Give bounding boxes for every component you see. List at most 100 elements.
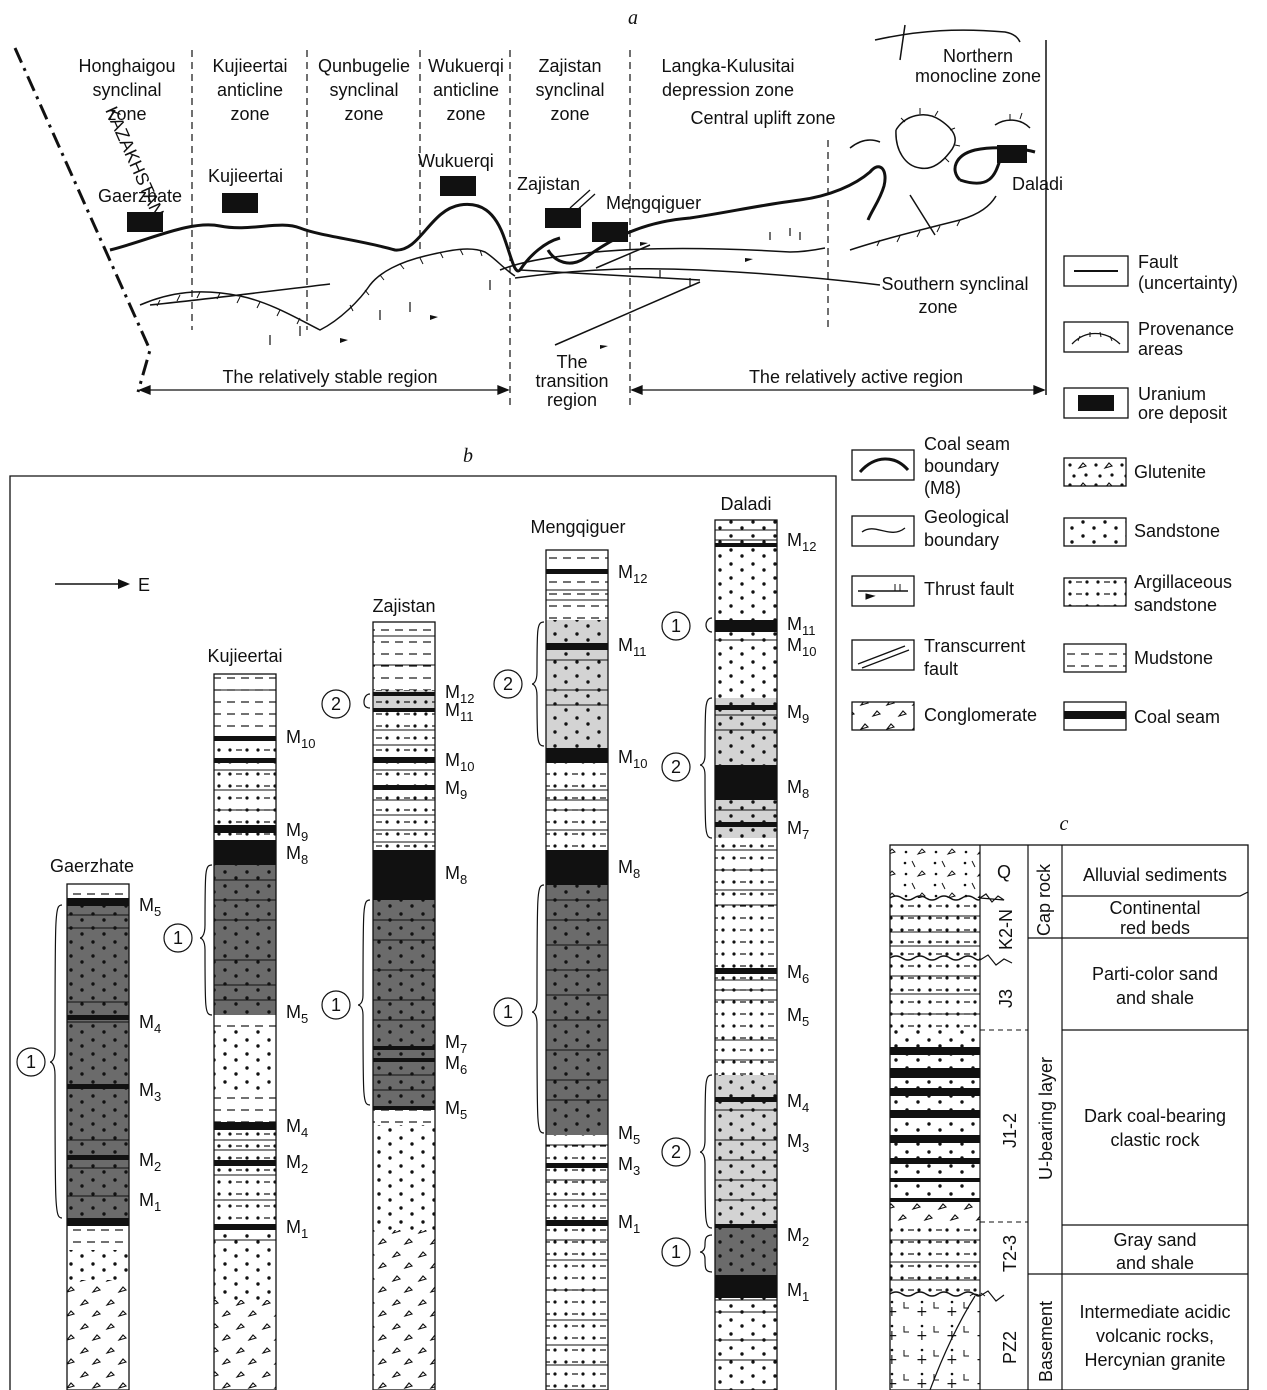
legend-sandstone: Sandstone [1134,521,1220,541]
zone-label-zajistan-3: zone [550,104,589,124]
deposit-mengqiguer [592,222,628,242]
section-name-mengqiguer: Mengqiguer [530,517,625,537]
seam-label-mengqiguer-m10: M10 [618,747,647,771]
svg-text:1: 1 [331,995,341,1015]
svg-text:2: 2 [671,757,681,777]
deposit-labels: Gaerzhate Kujieertai Wukuerqi Zajistan M… [98,151,1063,213]
column-kujieertai [213,673,277,1390]
legend-mudstone: Mudstone [1134,648,1213,668]
zone-label-honghaigou: Honghaigou [78,56,175,76]
seam-label-daladi-m12: M12 [787,530,816,554]
section-name-daladi: Daladi [720,494,771,514]
desc-red-beds-2: red beds [1120,918,1190,938]
desc-basement-2: volcanic rocks, [1096,1326,1214,1346]
desc-gray-1: Gray sand [1113,1230,1196,1250]
seam-label-zajistan-m8: M8 [445,863,467,887]
seam-label-kujieertai-m10: M10 [286,727,315,751]
zone-dividers [191,50,829,410]
seam-label-mengqiguer-m12: M12 [618,562,647,586]
panel-b-label: b [463,445,473,467]
desc-gray-2: and shale [1116,1253,1194,1273]
seam-label-daladi-m7: M7 [787,818,809,842]
seam-label-mengqiguer-m8: M8 [618,857,640,881]
zone-label-langka-2: depression zone [662,80,794,100]
group-u-bearing: U-bearing layer [1036,1057,1056,1180]
legend-a: Fault (uncertainty) Provenance areas Ura… [1063,252,1238,423]
circle-labels [16,611,691,1267]
svg-text:2: 2 [331,694,341,714]
seam-label-zajistan-m6: M6 [445,1053,467,1077]
panel-c-column: c [889,813,1249,1390]
region-arrows [138,385,1046,395]
svg-text:1: 1 [173,928,183,948]
legend-fault: Fault [1138,252,1178,272]
legend-geological-2: boundary [924,530,999,550]
zone-label-kujieertai-2: anticline [217,80,283,100]
coal-seam-labels: M5M4M3M2M1M10M9M8M5M4M2M1M12M11M10M9M8M7… [139,530,816,1304]
transition-label-2: transition [535,371,608,391]
svg-text:1: 1 [671,1242,681,1262]
period-q: Q [997,862,1011,882]
deposit-wukuerqi [440,176,476,196]
legend-geological: Geological [924,507,1009,527]
legend-coal-boundary-3: (M8) [924,478,961,498]
seam-label-kujieertai-m5: M5 [286,1002,308,1026]
section-name-zajistan: Zajistan [372,596,435,616]
legend-coal-boundary-2: boundary [924,456,999,476]
section-name-gaerzhate: Gaerzhate [50,856,134,876]
seam-label-gaerzhate-m2: M2 [139,1150,161,1174]
legend-argillaceous-2: sandstone [1134,595,1217,615]
zone-label-honghaigou-3: zone [107,104,146,124]
svg-text:1: 1 [26,1052,36,1072]
direction-label: E [138,575,150,595]
stratigraphic-columns [66,519,778,1390]
seam-label-daladi-m10: M10 [787,635,816,659]
deposit-label-wukuerqi: Wukuerqi [418,151,494,171]
group-cap-rock: Cap rock [1034,863,1054,936]
seam-label-mengqiguer-m11: M11 [618,635,647,659]
stable-region-label: The relatively stable region [222,367,437,387]
deposit-kujieertai [222,193,258,213]
seam-label-zajistan-m12: M12 [445,682,474,706]
period-t23: T2-3 [1000,1235,1020,1272]
provenance-areas [139,29,1031,331]
zone-labels: Honghaigou synclinal zone Kujieertai ant… [78,46,1041,317]
desc-basement-3: Hercynian granite [1084,1350,1225,1370]
zone-label-wukuerqi: Wukuerqi [428,56,504,76]
seam-label-zajistan-m9: M9 [445,778,467,802]
seam-label-mengqiguer-m1: M1 [618,1212,640,1236]
zone-label-northern-2: monocline zone [915,66,1041,86]
section-name-kujieertai: Kujieertai [207,646,282,666]
active-region-label: The relatively active region [749,367,963,387]
hachures [156,108,1023,325]
period-j3: J3 [996,989,1016,1008]
seam-label-daladi-m5: M5 [787,1005,809,1029]
legend-coal-boundary: Coal seam [924,434,1010,454]
zone-label-northern: Northern [943,46,1013,66]
deposit-label-zajistan: Zajistan [517,174,580,194]
transition-label-1: The [556,352,587,372]
seam-label-zajistan-m10: M10 [445,750,474,774]
legend-transcurrent: Transcurrent [924,636,1025,656]
panel-c-label: c [1060,813,1069,835]
seam-label-gaerzhate-m3: M3 [139,1080,161,1104]
desc-alluvial: Alluvial sediments [1083,865,1227,885]
svg-text:2: 2 [671,1142,681,1162]
period-k2n: K2-N [996,909,1016,950]
seam-label-daladi-m4: M4 [787,1091,809,1115]
zone-label-qunbugelie-2: synclinal [329,80,398,100]
period-pz2: PZ2 [1000,1331,1020,1364]
column-zajistan [372,621,436,1390]
zone-label-wukuerqi-2: anticline [433,80,499,100]
legend-thrust: Thrust fault [924,579,1014,599]
seam-label-kujieertai-m2: M2 [286,1152,308,1176]
desc-parti-2: and shale [1116,988,1194,1008]
seam-label-zajistan-m5: M5 [445,1098,467,1122]
deposit-daladi [997,145,1027,163]
deposit-label-daladi: Daladi [1012,174,1063,194]
desc-parti-1: Parti-color sand [1092,964,1218,984]
svg-text:2: 2 [503,674,513,694]
legend-uranium-2: ore deposit [1138,403,1227,423]
zone-label-zajistan: Zajistan [538,56,601,76]
circle-label-text: 1 1 1 2 1 2 2 2 1 1 [26,616,681,1262]
